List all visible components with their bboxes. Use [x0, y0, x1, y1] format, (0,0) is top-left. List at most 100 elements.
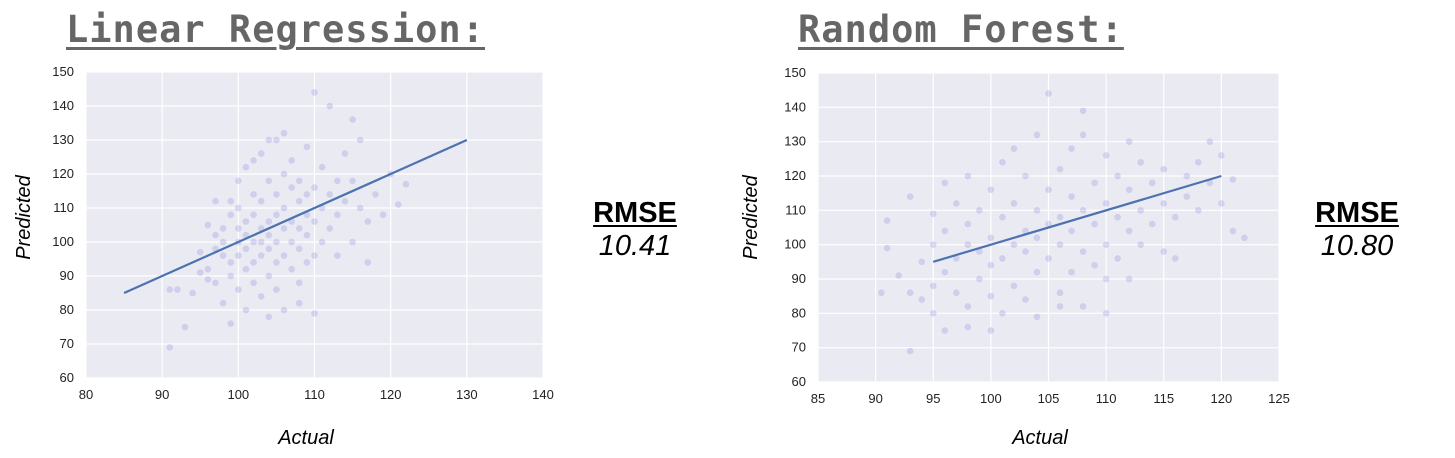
- scatter-point: [1137, 207, 1144, 214]
- x-tick-label: 90: [868, 391, 882, 406]
- scatter-point: [273, 259, 280, 266]
- scatter-point: [280, 129, 288, 137]
- panel-title: Linear Regression:: [66, 8, 485, 51]
- scatter-point: [1195, 158, 1202, 166]
- scatter-point: [280, 252, 288, 259]
- scatter-point: [295, 225, 303, 232]
- y-tick-label: 60: [792, 374, 806, 389]
- scatter-point: [334, 252, 341, 259]
- scatter-point: [288, 238, 295, 246]
- scatter-point: [273, 238, 280, 246]
- scatter-point: [1137, 241, 1144, 248]
- scatter-point: [1022, 248, 1029, 255]
- scatter-point: [964, 303, 972, 310]
- scatter-point: [318, 163, 326, 171]
- x-tick-label: 110: [304, 387, 325, 402]
- scatter-point: [311, 310, 318, 317]
- scatter-point: [1056, 165, 1064, 173]
- scatter-point: [295, 279, 303, 287]
- scatter-point: [1045, 186, 1052, 194]
- scatter-point: [918, 258, 926, 266]
- scatter-point: [303, 231, 311, 239]
- scatter-point: [212, 197, 219, 205]
- scatter-point: [964, 323, 972, 331]
- scatter-point: [303, 259, 311, 266]
- y-axis-label: Predicted: [739, 175, 762, 260]
- scatter-point: [1160, 200, 1168, 207]
- scatter-point: [242, 218, 250, 225]
- scatter-point: [1079, 207, 1087, 214]
- scatter-point: [999, 213, 1006, 221]
- scatter-point: [987, 292, 995, 300]
- scatter-point: [1068, 145, 1075, 152]
- scatter-point: [1022, 172, 1029, 180]
- scatter-point: [906, 347, 914, 355]
- scatter-point: [1102, 241, 1110, 248]
- linear-regression-panel: Linear Regression: 80 90 100 110 120 130 140 60…: [0, 0, 727, 458]
- scatter-point: [364, 218, 372, 225]
- scatter-point: [356, 204, 364, 212]
- y-tick-label: 130: [784, 134, 806, 149]
- scatter-point: [402, 180, 410, 188]
- scatter-point: [364, 259, 372, 266]
- scatter-point: [1125, 275, 1133, 283]
- y-tick-label: 90: [792, 271, 806, 286]
- y-tick-label: 80: [60, 302, 74, 317]
- scatter-point: [250, 279, 257, 287]
- scatter-point: [227, 197, 235, 205]
- y-tick-label: 90: [60, 268, 74, 283]
- scatter-point: [379, 211, 387, 219]
- scatter-point: [941, 327, 949, 334]
- scatter-point: [987, 327, 995, 334]
- y-axis-label: Predicted: [12, 175, 35, 260]
- scatter-point: [1091, 220, 1098, 228]
- scatter-point: [250, 211, 257, 219]
- scatter-point: [999, 255, 1006, 262]
- scatter-point: [1033, 268, 1041, 276]
- scatter-point: [349, 116, 356, 123]
- scatter-point: [1171, 213, 1179, 221]
- scatter-point: [1068, 227, 1075, 235]
- scatter-point: [257, 197, 265, 205]
- scatter-point: [257, 238, 265, 246]
- scatter-point: [1148, 220, 1156, 228]
- y-tick-label: 80: [792, 305, 806, 320]
- scatter-point: [288, 157, 295, 164]
- y-tick-label: 140: [52, 98, 74, 113]
- scatter-point: [334, 211, 341, 219]
- scatter-point: [1102, 200, 1110, 207]
- linear-regression-chart: 80 90 100 110 120 130 140 60 70 80 90 100 110 120 130 1…: [52, 64, 554, 402]
- scatter-point: [242, 163, 250, 171]
- scatter-point: [1125, 138, 1133, 145]
- y-tick-label: 70: [60, 336, 74, 351]
- scatter-point: [318, 238, 326, 246]
- scatter-point: [1068, 193, 1075, 200]
- scatter-point: [326, 191, 334, 198]
- scatter-point: [964, 241, 972, 248]
- scatter-point: [1102, 152, 1110, 159]
- scatter-point: [999, 158, 1006, 166]
- scatter-point: [235, 286, 242, 293]
- scatter-point: [1033, 131, 1041, 139]
- scatter-point: [295, 299, 303, 307]
- scatter-point: [1091, 179, 1098, 187]
- scatter-point: [1114, 172, 1121, 180]
- scatter-point: [1056, 303, 1064, 310]
- scatter-point: [219, 299, 227, 307]
- scatter-point: [999, 310, 1006, 317]
- scatter-point: [1195, 207, 1202, 214]
- random-forest-panel: Random Forest: 85 90 95 100 105 110 115 120 125 6…: [727, 0, 1455, 458]
- scatter-point: [1079, 248, 1087, 255]
- scatter-point: [219, 225, 227, 232]
- scatter-point: [265, 136, 273, 144]
- scatter-point: [1022, 227, 1029, 235]
- scatter-point: [257, 252, 265, 259]
- scatter-point: [1160, 248, 1168, 255]
- scatter-point: [1022, 296, 1029, 303]
- scatter-point: [273, 211, 280, 219]
- y-tick-label: 150: [784, 65, 806, 80]
- scatter-point: [174, 286, 181, 293]
- scatter-point: [941, 268, 949, 276]
- scatter-point: [1068, 268, 1075, 276]
- y-tick-label: 130: [52, 132, 74, 147]
